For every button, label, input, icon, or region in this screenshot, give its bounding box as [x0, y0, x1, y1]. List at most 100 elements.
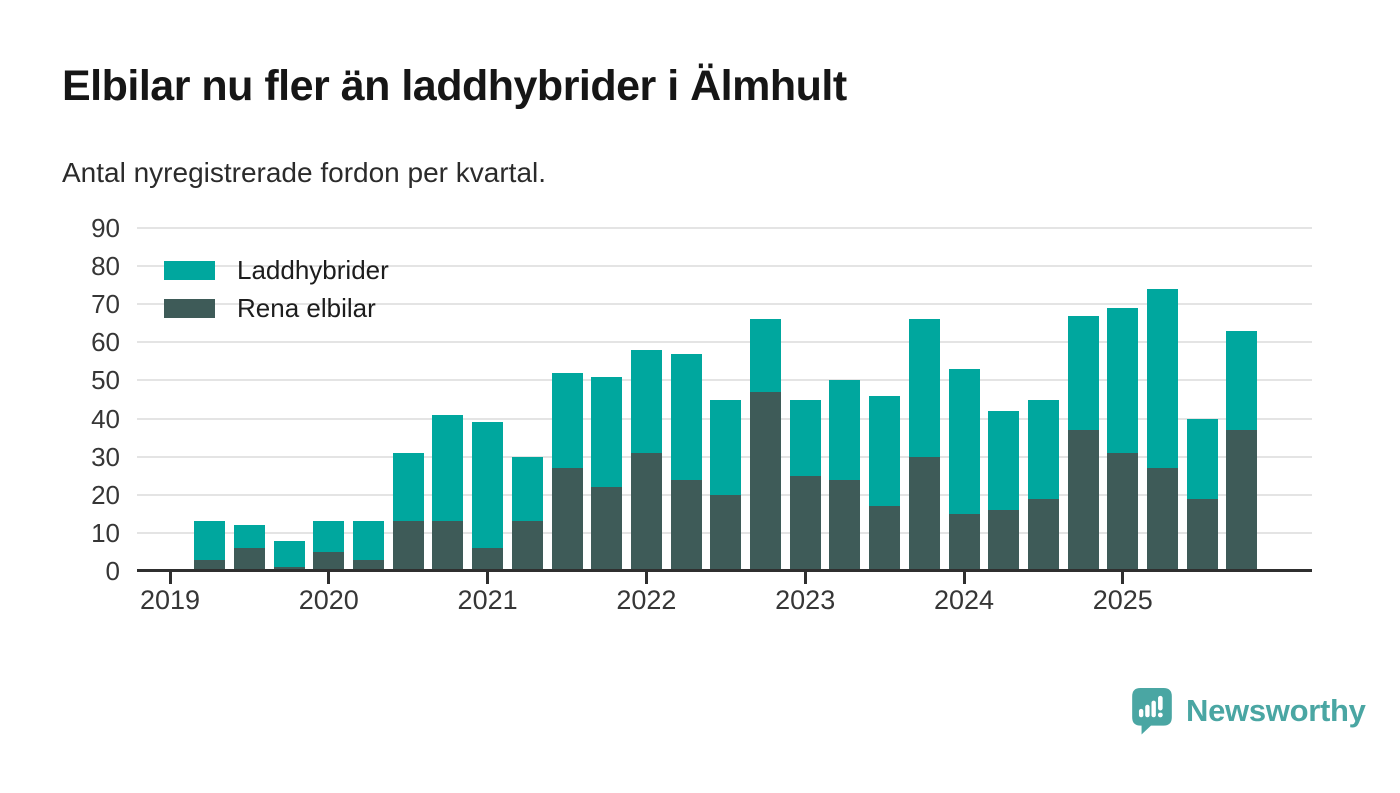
bar-stack-2021-Q3	[551, 372, 583, 571]
bar-segment-laddhybrider	[789, 399, 821, 476]
y-axis-tick-label-90: 90	[91, 213, 120, 243]
y-axis-tick-label-40: 40	[91, 403, 120, 434]
bar-stack-2023-Q4	[908, 319, 940, 571]
x-axis-tick-2024	[962, 571, 966, 584]
bar-segment-laddhybrider	[988, 410, 1020, 511]
legend-item-laddhybrider: Laddhybrider	[164, 251, 389, 289]
bar-stack-2023-Q3	[869, 395, 901, 571]
bar-stack-2023-Q1	[789, 399, 821, 572]
bar-stack-2022-Q4	[750, 319, 781, 571]
bar-segment-laddhybrider	[750, 319, 781, 392]
brand-footer: Newsworthy	[1131, 687, 1366, 735]
bar-stack-2019-Q3	[233, 525, 265, 571]
bar-stack-2022-Q1	[630, 349, 662, 571]
bar-segment-rena-elbilar	[313, 551, 345, 571]
x-axis-tick-2022	[644, 571, 648, 584]
bar-segment-laddhybrider	[353, 521, 384, 560]
bar-stack-2019-Q4	[273, 540, 305, 571]
y-axis-tick-label-60: 60	[91, 327, 120, 358]
bar-segment-rena-elbilar	[710, 494, 742, 571]
legend-item-rena-elbilar: Rena elbilar	[164, 289, 389, 327]
bar-segment-rena-elbilar	[750, 391, 781, 571]
bar-segment-laddhybrider	[1027, 399, 1059, 499]
bar-stack-2020-Q4	[432, 414, 464, 571]
x-axis-tick-label-2023: 2023	[775, 585, 836, 615]
bar-segment-rena-elbilar	[869, 506, 901, 571]
legend-label-rena-elbilar: Rena elbilar	[237, 293, 376, 323]
chart-subtitle: Antal nyregistrerade fordon per kvartal.	[62, 157, 547, 188]
chart-title: Elbilar nu fler än laddhybrider i Älmhul…	[62, 62, 847, 110]
bar-stack-2022-Q2	[670, 353, 702, 571]
y-axis-tick-label-50: 50	[91, 365, 120, 396]
bar-segment-laddhybrider	[1226, 330, 1258, 430]
bar-segment-laddhybrider	[1186, 418, 1218, 499]
bar-segment-laddhybrider	[948, 369, 980, 514]
x-axis-tick-label-2019: 2019	[139, 585, 201, 615]
bar-stack-2025-Q2	[1147, 288, 1178, 571]
bar-stack-2022-Q3	[710, 399, 742, 572]
bar-segment-laddhybrider	[908, 319, 940, 457]
bar-stack-2020-Q3	[392, 452, 424, 571]
bar-stack-2023-Q2	[829, 380, 861, 571]
bar-segment-laddhybrider	[432, 414, 464, 522]
bar-segment-laddhybrider	[829, 380, 861, 480]
bar-segment-laddhybrider	[551, 372, 583, 469]
x-axis-tick-2023	[803, 571, 807, 584]
y-axis-tick-label-80: 80	[91, 251, 120, 282]
chart-legend: Laddhybrider Rena elbilar	[164, 251, 389, 327]
bar-segment-rena-elbilar	[353, 559, 384, 571]
bar-segment-laddhybrider	[392, 452, 424, 522]
bar-segment-rena-elbilar	[630, 452, 662, 571]
bar-segment-laddhybrider	[472, 422, 504, 549]
bar-stack-2020-Q2	[353, 521, 384, 571]
bar-segment-rena-elbilar	[1186, 498, 1218, 571]
bar-segment-rena-elbilar	[670, 479, 702, 571]
y-axis-tick-label-20: 20	[91, 479, 120, 510]
bar-segment-rena-elbilar	[551, 468, 583, 571]
logo-bar-3	[1151, 700, 1156, 718]
bar-segment-laddhybrider	[1107, 308, 1139, 453]
x-axis-tick-2019	[168, 571, 172, 584]
x-axis-tick-2025	[1121, 571, 1125, 584]
x-axis-line	[137, 569, 1312, 572]
legend-label-laddhybrider: Laddhybrider	[237, 255, 389, 285]
bar-segment-rena-elbilar	[1147, 468, 1178, 571]
bar-segment-laddhybrider	[233, 525, 265, 549]
bar-segment-rena-elbilar	[233, 548, 265, 571]
newsworthy-logo-icon	[1132, 688, 1172, 735]
bar-stack-2021-Q2	[511, 456, 543, 571]
gridline-60	[137, 341, 1312, 344]
bar-stack-2025-Q1	[1107, 308, 1139, 571]
bar-segment-laddhybrider	[194, 521, 226, 560]
bar-segment-rena-elbilar	[988, 510, 1020, 571]
bar-segment-rena-elbilar	[472, 548, 504, 571]
bar-segment-laddhybrider	[710, 399, 742, 495]
bar-stack-2024-Q4	[1067, 315, 1099, 571]
bar-segment-rena-elbilar	[1107, 452, 1139, 571]
bar-stack-2024-Q1	[948, 369, 980, 571]
x-axis-tick-label-2024: 2024	[933, 585, 995, 615]
bar-segment-rena-elbilar	[1027, 498, 1059, 571]
gridline-90	[137, 227, 1312, 229]
bar-stack-2025-Q4	[1226, 330, 1258, 571]
bar-stack-2024-Q3	[1027, 399, 1059, 572]
bar-segment-laddhybrider	[869, 395, 901, 507]
y-axis-tick-label-0: 0	[105, 556, 120, 586]
bar-segment-rena-elbilar	[432, 521, 464, 571]
bar-segment-laddhybrider	[630, 349, 662, 453]
legend-swatch-laddhybrider	[164, 260, 215, 280]
y-axis-tick-label-70: 70	[91, 289, 120, 320]
bar-segment-laddhybrider	[591, 376, 623, 488]
bar-segment-laddhybrider	[313, 521, 345, 552]
bar-segment-rena-elbilar	[789, 475, 821, 571]
x-axis-tick-label-2025: 2025	[1092, 585, 1153, 615]
logo-bar-1	[1138, 708, 1144, 718]
x-axis-tick-label-2020: 2020	[298, 585, 359, 615]
bar-segment-rena-elbilar	[591, 487, 623, 571]
bar-stack-2021-Q1	[472, 422, 504, 571]
plot-area	[137, 227, 1312, 584]
y-axis-tick-label-30: 30	[91, 441, 120, 472]
gridline-70	[137, 303, 1312, 306]
bar-stack-2021-Q4	[591, 376, 623, 571]
logo-exclamation-dot	[1157, 712, 1163, 718]
